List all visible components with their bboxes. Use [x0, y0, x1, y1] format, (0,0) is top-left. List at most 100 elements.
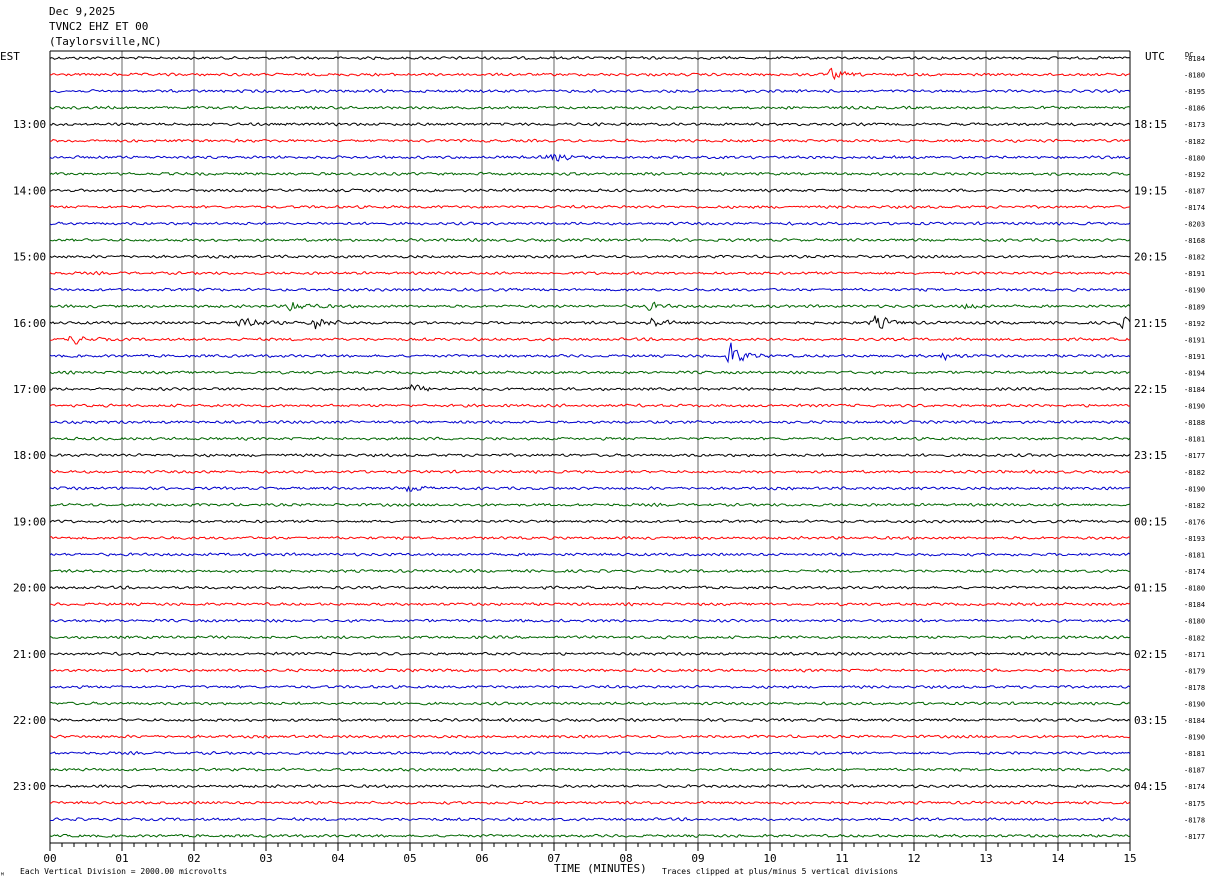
left-hour-label: 13:00 [13, 118, 46, 131]
seismic-trace [49, 635, 1131, 640]
seismic-trace [49, 55, 1131, 61]
right-hour-label: 01:15 [1134, 582, 1167, 595]
left-hour-label: 16:00 [13, 317, 46, 330]
dc-offset-label: -8176 [1184, 518, 1205, 526]
dc-offset-label: -8182 [1184, 469, 1205, 477]
seismic-trace [49, 568, 1131, 574]
right-hour-label: 03:15 [1134, 714, 1167, 727]
seismic-trace [49, 502, 1131, 508]
right-timezone-label: UTC [1145, 50, 1165, 63]
x-axis-title: TIME (MINUTES) [554, 862, 647, 875]
x-tick-label: 00 [43, 852, 56, 865]
dc-offset-label: -8184 [1184, 601, 1205, 609]
seismic-trace [49, 784, 1131, 789]
left-hour-label: 18:00 [13, 449, 46, 462]
right-hour-label: 04:15 [1134, 780, 1167, 793]
x-tick-label: 09 [691, 852, 704, 865]
seismic-trace [50, 601, 1131, 607]
dc-offset-label: -8179 [1184, 667, 1205, 675]
seismic-trace [49, 701, 1131, 706]
right-hour-label: 22:15 [1134, 383, 1167, 396]
dc-offset-label: -8186 [1184, 105, 1205, 113]
right-hour-label: 23:15 [1134, 449, 1167, 462]
dc-offset-label: -8190 [1184, 700, 1205, 708]
dc-offset-label: -8173 [1184, 121, 1205, 129]
x-tick-label: 10 [763, 852, 776, 865]
seismic-trace [49, 436, 1131, 441]
left-hour-label: 14:00 [13, 184, 46, 197]
seismic-trace [50, 336, 1130, 345]
left-hour-label: 19:00 [13, 515, 46, 528]
x-tick-label: 14 [1051, 852, 1065, 865]
dc-offset-label: -8174 [1184, 204, 1205, 212]
seismic-trace [49, 767, 1131, 772]
dc-offset-label: -8184 [1184, 55, 1205, 63]
dc-offset-label: -8180 [1184, 618, 1205, 626]
seismic-trace [49, 383, 1131, 392]
seismic-trace [49, 188, 1131, 193]
seismic-trace [49, 651, 1131, 656]
dc-offset-label: -8181 [1184, 552, 1205, 560]
dc-offset-label: -8190 [1184, 287, 1205, 295]
x-tick-label: 15 [1123, 852, 1136, 865]
seismic-trace [49, 403, 1131, 408]
seismic-trace [49, 750, 1131, 756]
hour-labels: -8184 -8180 -8195 -8186 -8173 -8182 -8180 -8192… [13, 55, 1205, 841]
dc-offset-label: -8184 [1184, 386, 1205, 394]
seismic-trace [49, 171, 1131, 177]
seismic-trace [49, 254, 1131, 259]
x-tick-label: 07 [547, 852, 560, 865]
seismic-trace [49, 800, 1131, 805]
dc-offset-label: -8182 [1184, 502, 1205, 510]
left-hour-label: 23:00 [13, 780, 46, 793]
left-hour-label: 21:00 [13, 648, 46, 661]
dc-offset-label: -8192 [1184, 320, 1205, 328]
right-hour-label: 19:15 [1134, 184, 1167, 197]
seismic-trace [49, 153, 1131, 162]
dc-offset-label: -8178 [1184, 816, 1205, 824]
x-tick-label: 08 [619, 852, 632, 865]
dc-offset-label: -8182 [1184, 138, 1205, 146]
left-timezone-label: EST [0, 50, 20, 63]
dc-offset-label: -8175 [1184, 800, 1205, 808]
x-tick-label: 05 [403, 852, 416, 865]
dc-offset-label: -8190 [1184, 734, 1205, 742]
seismic-trace [49, 684, 1131, 690]
right-hour-label: 02:15 [1134, 648, 1167, 661]
seismic-trace [49, 833, 1131, 838]
x-tick-label: 02 [187, 852, 200, 865]
right-hour-label: 18:15 [1134, 118, 1167, 131]
x-tick-label: 01 [115, 852, 128, 865]
seismic-traces [49, 55, 1131, 838]
seismic-trace [49, 618, 1131, 623]
dc-offset-label: -8184 [1184, 717, 1205, 725]
seismic-trace [49, 469, 1131, 474]
seismic-trace [49, 342, 1131, 364]
dc-offset-label: -8188 [1184, 419, 1205, 427]
dc-offset-label: -8177 [1184, 452, 1205, 460]
dc-offset-label: -8174 [1184, 783, 1205, 791]
seismic-trace [49, 453, 1131, 458]
seismic-trace [49, 817, 1131, 822]
x-tick-label: 06 [475, 852, 488, 865]
x-tick-label: 04 [331, 852, 345, 865]
left-hour-label: 22:00 [13, 714, 46, 727]
dc-offset-label: -8181 [1184, 436, 1205, 444]
station-code: TVNC2 EHZ ET 00 [49, 20, 149, 33]
dc-offset-label: -8168 [1184, 237, 1205, 245]
seismic-trace [49, 419, 1131, 425]
dc-offset-label: -8191 [1184, 270, 1205, 278]
dc-offset-label: -8193 [1184, 535, 1205, 543]
x-tick-label: 11 [835, 852, 848, 865]
minute-grid [49, 50, 1131, 843]
left-hour-label: 17:00 [13, 383, 46, 396]
dc-offset-label: -8180 [1184, 154, 1205, 162]
dc-offset-label: -8194 [1184, 369, 1205, 377]
seismic-trace [49, 370, 1131, 375]
dc-offset-label: -8182 [1184, 634, 1205, 642]
seismic-trace [49, 668, 1131, 673]
seismic-trace [49, 301, 1131, 312]
dc-offset-label: -8174 [1184, 568, 1205, 576]
dc-offset-label: -8191 [1184, 336, 1205, 344]
seismic-trace [49, 535, 1131, 541]
